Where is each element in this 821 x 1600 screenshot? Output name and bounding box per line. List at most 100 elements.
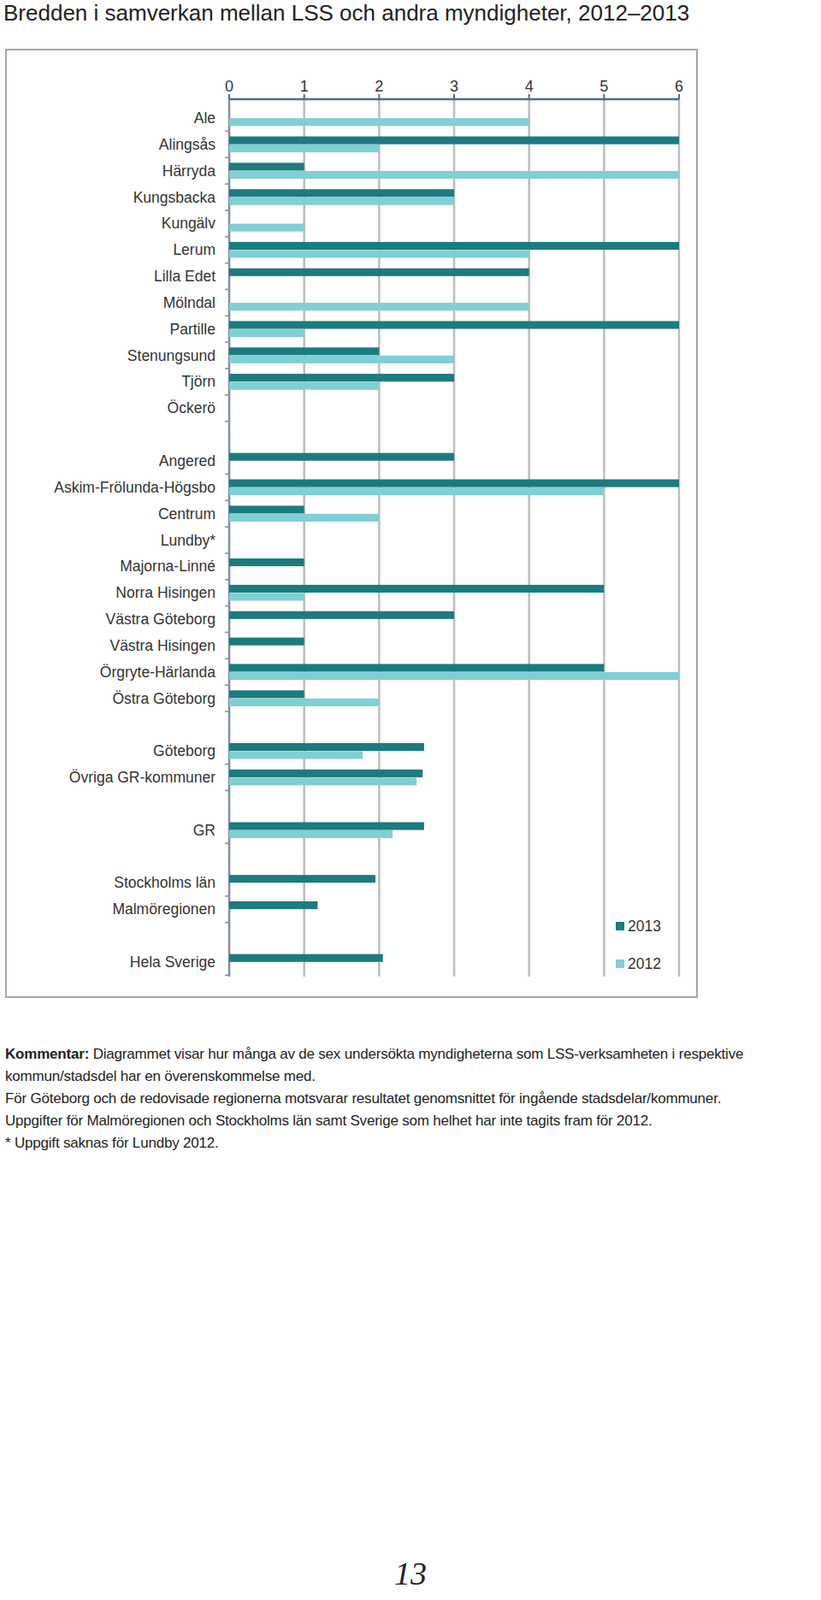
grid-line: [453, 99, 456, 977]
notes: Kommentar: Diagrammet visar hur många av…: [5, 1043, 818, 1155]
category-label: Stenungsund: [127, 347, 216, 365]
bar: [229, 743, 425, 751]
y-tick: [224, 790, 230, 792]
bar: [229, 901, 318, 910]
y-tick: [224, 605, 230, 608]
bar: [229, 118, 530, 126]
legend-swatch: [615, 959, 625, 969]
bar: [229, 954, 384, 963]
x-tick-label: 5: [599, 77, 609, 95]
x-tick-label: 4: [525, 77, 534, 95]
bar: [229, 769, 423, 778]
legend-label: 2013: [627, 917, 662, 935]
note-label: Kommentar:: [5, 1045, 89, 1063]
bar: [229, 487, 604, 496]
category-label: Östra Göteborg: [112, 690, 216, 708]
category-label: Härryda: [162, 162, 217, 180]
category-label: Norra Hisingen: [115, 584, 216, 602]
note: Uppgifter för Malmöregionen och Stockhol…: [5, 1110, 818, 1133]
bar: [229, 407, 231, 416]
bar: [229, 460, 231, 469]
category-label: Mölndal: [163, 294, 216, 312]
category-label: Lundby*: [160, 531, 216, 550]
bar: [229, 249, 530, 258]
x-tick-label: 1: [300, 77, 309, 95]
bar: [229, 567, 231, 575]
x-tick-label: 6: [674, 77, 684, 95]
category-label: Partille: [170, 320, 217, 338]
bar: [229, 505, 305, 514]
y-tick: [224, 842, 230, 845]
y-tick: [224, 420, 230, 423]
bar: [229, 453, 455, 461]
bar: [229, 373, 455, 382]
category-label: Övriga GR-kommuner: [69, 768, 216, 786]
y-tick: [224, 763, 230, 766]
grid-line: [678, 99, 681, 977]
bar: [229, 513, 379, 522]
y-tick: [224, 684, 230, 686]
note-text: Diagrammet visar hur många av de sex und…: [5, 1045, 744, 1085]
bar: [229, 637, 305, 646]
chart: 0123456AleAlingsåsHärrydaKungsbackaKungä…: [0, 0, 821, 1027]
y-tick: [224, 157, 230, 160]
bar: [229, 189, 455, 197]
legend-swatch: [615, 921, 625, 931]
y-tick: [224, 262, 230, 265]
note-text: Uppgifter för Malmöregionen och Stockhol…: [5, 1112, 653, 1129]
bar: [229, 830, 393, 839]
y-tick: [224, 631, 230, 634]
y-tick: [224, 236, 230, 238]
bar: [229, 347, 379, 355]
y-tick: [224, 367, 230, 370]
bar: [229, 197, 455, 206]
bar: [229, 672, 680, 680]
category-label: Centrum: [158, 505, 216, 523]
legend-label: 2012: [627, 955, 662, 973]
y-tick: [224, 130, 230, 133]
bar: [229, 479, 680, 488]
category-label: GR: [193, 821, 216, 839]
category-label: Ale: [194, 109, 216, 127]
category-label: Lilla Edet: [153, 267, 216, 285]
bar: [229, 663, 604, 672]
y-tick: [224, 289, 230, 291]
bar: [229, 821, 425, 830]
bar: [229, 268, 530, 277]
bar: [229, 242, 680, 250]
bar: [229, 611, 455, 620]
bar: [229, 592, 305, 601]
x-tick-label: 0: [224, 77, 234, 95]
bar: [229, 302, 530, 311]
bar: [229, 619, 231, 627]
bar: [229, 874, 376, 883]
bar: [229, 382, 379, 390]
bar: [229, 136, 680, 145]
category-label: Stockholms län: [113, 874, 216, 892]
note: Kommentar: Diagrammet visar hur många av…: [5, 1043, 818, 1088]
x-tick-label: 3: [449, 77, 459, 95]
category-label: Malmöregionen: [112, 900, 216, 918]
y-tick: [224, 974, 230, 977]
y-tick: [224, 394, 230, 396]
y-tick: [224, 658, 230, 661]
grid-line: [527, 99, 531, 977]
category-label: Angered: [159, 452, 216, 470]
category-label: Västra Göteborg: [106, 610, 216, 628]
note-text: * Uppgift saknas för Lundby 2012.: [5, 1134, 219, 1152]
bar: [229, 110, 231, 119]
y-tick: [224, 341, 230, 343]
y-tick: [224, 578, 230, 581]
bar: [229, 690, 305, 698]
bar: [229, 645, 231, 654]
bars: [229, 118, 680, 963]
bar: [229, 558, 305, 567]
grid-line: [602, 99, 606, 977]
y-tick: [224, 895, 230, 898]
bar: [229, 355, 455, 364]
category-label: Kungsbacka: [133, 189, 217, 207]
bar: [229, 329, 305, 337]
y-tick: [224, 473, 230, 476]
note-text: För Göteborg och de redovisade regionern…: [5, 1090, 721, 1107]
page-number: 13: [0, 1554, 821, 1593]
